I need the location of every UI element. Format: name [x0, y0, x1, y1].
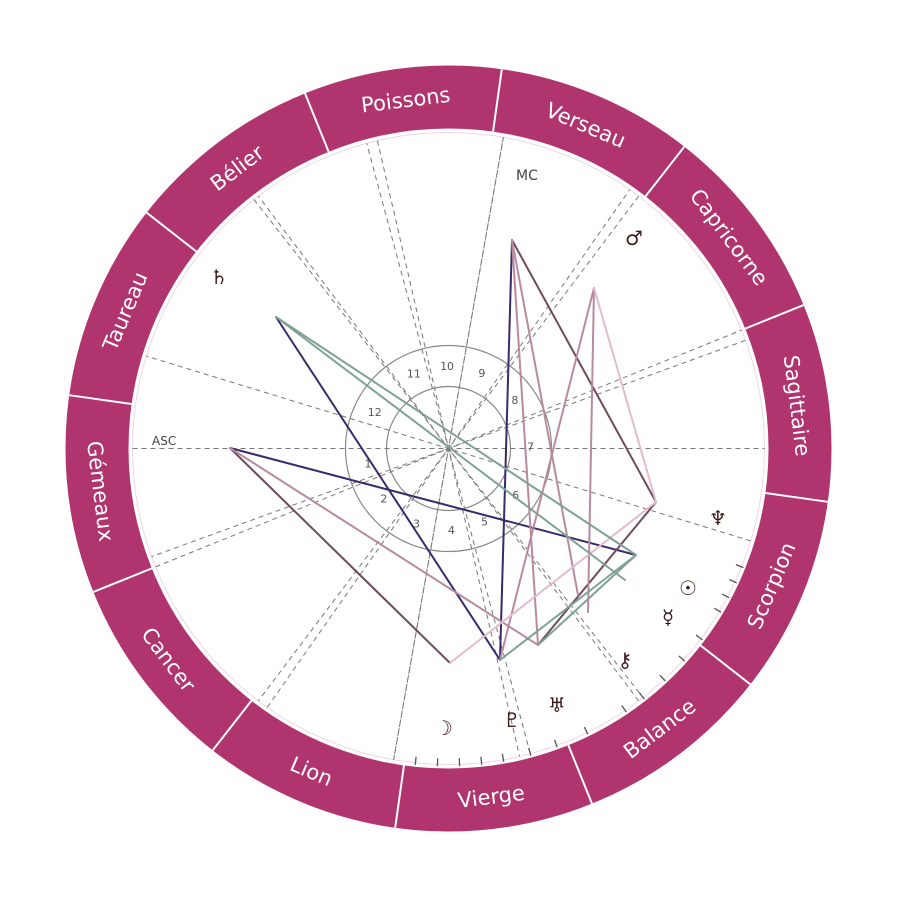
planet-tick [638, 692, 645, 700]
sign-divider [93, 567, 153, 593]
aspect-line [511, 239, 539, 646]
house-number-6: 6 [512, 489, 519, 502]
mars-icon: ♂ [625, 226, 643, 250]
aspect-line [499, 239, 513, 661]
uranus-icon: ♅ [548, 693, 566, 717]
sign-divider [492, 69, 503, 132]
sign-divider [146, 211, 197, 253]
planet-tick [414, 756, 417, 765]
house-number-10: 10 [440, 360, 454, 373]
house-number-7: 7 [527, 441, 534, 454]
sign-divider [211, 700, 253, 751]
planet-tick [621, 705, 627, 713]
planet-tick [553, 739, 558, 748]
aspect-line [229, 447, 539, 646]
planet-tick [480, 756, 483, 765]
aspect-line [593, 287, 657, 503]
aspect-line [449, 501, 657, 664]
planet-tick [659, 674, 666, 682]
aspect-line [587, 287, 595, 613]
aspect-line [499, 554, 637, 661]
planet-ticks [414, 564, 744, 767]
chiron-icon: ⚷ [618, 648, 633, 672]
planet-tick [735, 564, 744, 569]
aspect-line [537, 554, 637, 646]
house-number-11: 11 [407, 368, 421, 381]
sign-divider [69, 394, 132, 405]
mercury-icon: ☿ [662, 605, 674, 629]
planet-tick [713, 607, 722, 613]
house-number-8: 8 [511, 394, 518, 407]
planet-tick [501, 753, 505, 762]
pluto-icon: ♇ [503, 708, 521, 732]
aspect-line [275, 316, 637, 556]
house-number-2: 2 [380, 492, 387, 505]
house-cusp-lines [132, 137, 765, 760]
sign-divider [700, 644, 751, 686]
aspect-line [499, 287, 595, 661]
aspect-line [275, 316, 626, 581]
saturn-icon: ♄ [210, 265, 228, 289]
sign-divider [765, 492, 828, 503]
zodiac-band [65, 65, 832, 832]
sign-divider [644, 146, 686, 197]
house-number-12: 12 [368, 406, 382, 419]
house-number-4: 4 [448, 524, 455, 537]
aspect-line [537, 501, 657, 646]
moon-icon: ☽ [435, 716, 453, 740]
sun-icon: ☉ [679, 576, 697, 600]
planet-tick [678, 655, 686, 662]
house-wheel-inner [385, 385, 512, 512]
sign-divider [744, 304, 804, 330]
aspect-lines [229, 239, 657, 664]
aspect-line [229, 447, 451, 664]
axis-labels: ASC MC [152, 168, 538, 448]
planet-glyphs: ☽ ♇ ♅ ⚷ ☿☉ ♆ ♂ ♄ [210, 226, 727, 740]
aspect-line [275, 316, 501, 661]
house-cusp-line [253, 199, 644, 698]
house-number-1: 1 [365, 458, 372, 471]
house-number-5: 5 [481, 516, 488, 529]
house-number-3: 3 [413, 517, 420, 530]
planet-tick [721, 593, 730, 599]
planet-tick [528, 747, 532, 756]
sign-divider [567, 744, 593, 804]
house-number-9: 9 [478, 367, 485, 380]
mc-label: MC [516, 168, 538, 184]
sign-divider [394, 765, 405, 828]
asc-label: ASC [152, 434, 176, 448]
neptune-icon: ♆ [709, 506, 727, 530]
planet-tick [583, 726, 589, 735]
sign-divider [304, 93, 330, 153]
planet-tick [695, 634, 703, 641]
zodiac-ring: BélierTaureauGémeauxCancerLionViergeBala… [65, 65, 832, 832]
aspect-line [511, 239, 657, 503]
planet-tick [729, 578, 737, 584]
